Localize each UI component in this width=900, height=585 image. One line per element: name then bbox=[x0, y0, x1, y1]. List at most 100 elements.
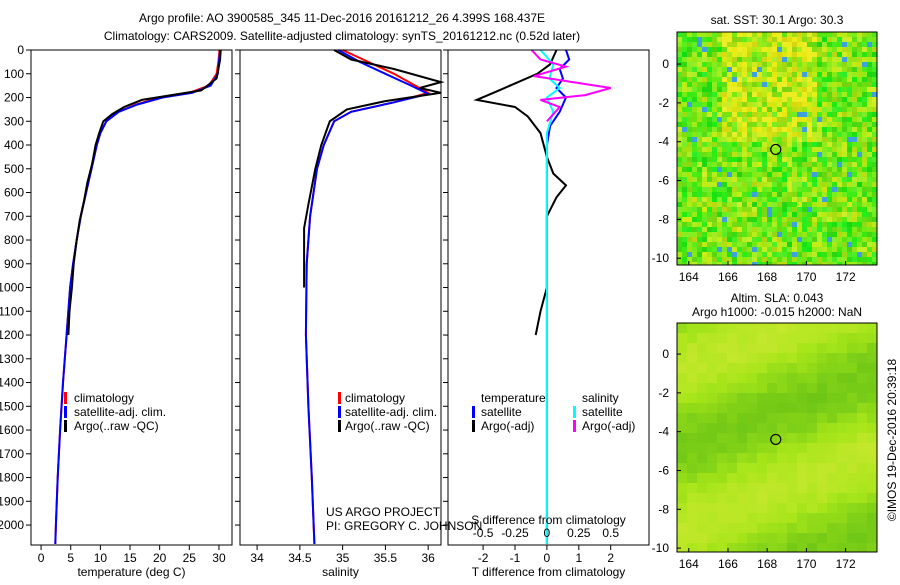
map-cell bbox=[777, 52, 782, 57]
map-cell bbox=[692, 222, 697, 227]
map-cell bbox=[847, 483, 857, 493]
sla-map-title: Altim. SLA: 0.043 bbox=[731, 291, 824, 305]
map-cell bbox=[847, 222, 852, 227]
map-cell bbox=[742, 67, 747, 72]
map-cell bbox=[827, 453, 837, 463]
map-cell bbox=[857, 122, 862, 127]
map-cell bbox=[707, 242, 712, 247]
map-cell bbox=[847, 82, 852, 87]
map-cell bbox=[737, 92, 742, 97]
map-cell bbox=[747, 142, 752, 147]
map-cell bbox=[712, 177, 717, 182]
map-cell bbox=[732, 72, 737, 77]
map-cell bbox=[727, 217, 732, 222]
map-cell bbox=[812, 37, 817, 42]
map-cell bbox=[767, 363, 777, 373]
map-cell bbox=[792, 132, 797, 137]
map-cell bbox=[797, 42, 802, 47]
map-cell bbox=[827, 102, 832, 107]
map-cell bbox=[687, 62, 692, 67]
map-cell bbox=[692, 177, 697, 182]
map-cell bbox=[857, 262, 862, 265]
map-cell bbox=[837, 42, 842, 47]
map-cell bbox=[847, 252, 852, 257]
x-tick-label: 166 bbox=[718, 270, 738, 284]
map-cell bbox=[872, 242, 877, 247]
map-cell bbox=[692, 107, 697, 112]
map-cell bbox=[722, 172, 727, 177]
map-cell bbox=[702, 227, 707, 232]
map-cell bbox=[742, 117, 747, 122]
map-cell bbox=[812, 242, 817, 247]
map-cell bbox=[702, 247, 707, 252]
map-cell bbox=[757, 363, 767, 373]
map-cell bbox=[857, 423, 867, 433]
map-cell bbox=[677, 237, 682, 242]
map-cell bbox=[687, 32, 692, 37]
map-cell bbox=[762, 67, 767, 72]
map-cell bbox=[697, 383, 707, 393]
map-cell bbox=[717, 217, 722, 222]
map-cell bbox=[832, 37, 837, 42]
map-cell bbox=[717, 87, 722, 92]
map-cell bbox=[867, 212, 872, 217]
map-cell bbox=[832, 202, 837, 207]
map-cell bbox=[772, 177, 777, 182]
map-cell bbox=[792, 32, 797, 37]
map-cell bbox=[737, 252, 742, 257]
map-cell bbox=[822, 82, 827, 87]
map-cell bbox=[702, 122, 707, 127]
map-cell bbox=[797, 232, 802, 237]
map-cell bbox=[847, 152, 852, 157]
map-cell bbox=[822, 57, 827, 62]
map-cell bbox=[787, 77, 792, 82]
map-cell bbox=[697, 197, 702, 202]
map-cell bbox=[807, 182, 812, 187]
map-cell bbox=[842, 222, 847, 227]
map-cell bbox=[692, 97, 697, 102]
map-cell bbox=[777, 413, 787, 423]
map-cell bbox=[777, 132, 782, 137]
map-cell bbox=[767, 503, 777, 513]
map-cell bbox=[687, 503, 697, 513]
map-cell bbox=[842, 212, 847, 217]
map-cell bbox=[822, 172, 827, 177]
map-cell bbox=[677, 137, 682, 142]
map-cell bbox=[787, 443, 797, 453]
map-cell bbox=[737, 42, 742, 47]
map-cell bbox=[837, 413, 847, 423]
map-cell bbox=[862, 192, 867, 197]
map-cell bbox=[797, 122, 802, 127]
map-cell bbox=[797, 182, 802, 187]
map-cell bbox=[752, 207, 757, 212]
map-cell bbox=[767, 182, 772, 187]
map-cell bbox=[772, 132, 777, 137]
map-cell bbox=[837, 262, 842, 265]
map-cell bbox=[782, 137, 787, 142]
map-cell bbox=[872, 122, 877, 127]
map-cell bbox=[862, 197, 867, 202]
y-tick-label: -8 bbox=[658, 212, 669, 226]
map-cell bbox=[872, 167, 877, 172]
map-cell bbox=[762, 127, 767, 132]
map-cell bbox=[777, 172, 782, 177]
map-cell bbox=[782, 57, 787, 62]
map-cell bbox=[867, 157, 872, 162]
map-cell bbox=[762, 62, 767, 67]
map-cell bbox=[862, 62, 867, 67]
map-cell bbox=[687, 72, 692, 77]
map-cell bbox=[707, 72, 712, 77]
map-cell bbox=[827, 67, 832, 72]
map-cell bbox=[797, 57, 802, 62]
map-cell bbox=[837, 122, 842, 127]
map-cell bbox=[687, 37, 692, 42]
map-cell bbox=[732, 172, 737, 177]
map-cell bbox=[862, 212, 867, 217]
map-cell bbox=[847, 122, 852, 127]
map-cell bbox=[767, 72, 772, 77]
map-cell bbox=[757, 543, 767, 552]
map-cell bbox=[847, 413, 857, 423]
map-cell bbox=[847, 423, 857, 433]
map-cell bbox=[682, 142, 687, 147]
map-cell bbox=[862, 47, 867, 52]
